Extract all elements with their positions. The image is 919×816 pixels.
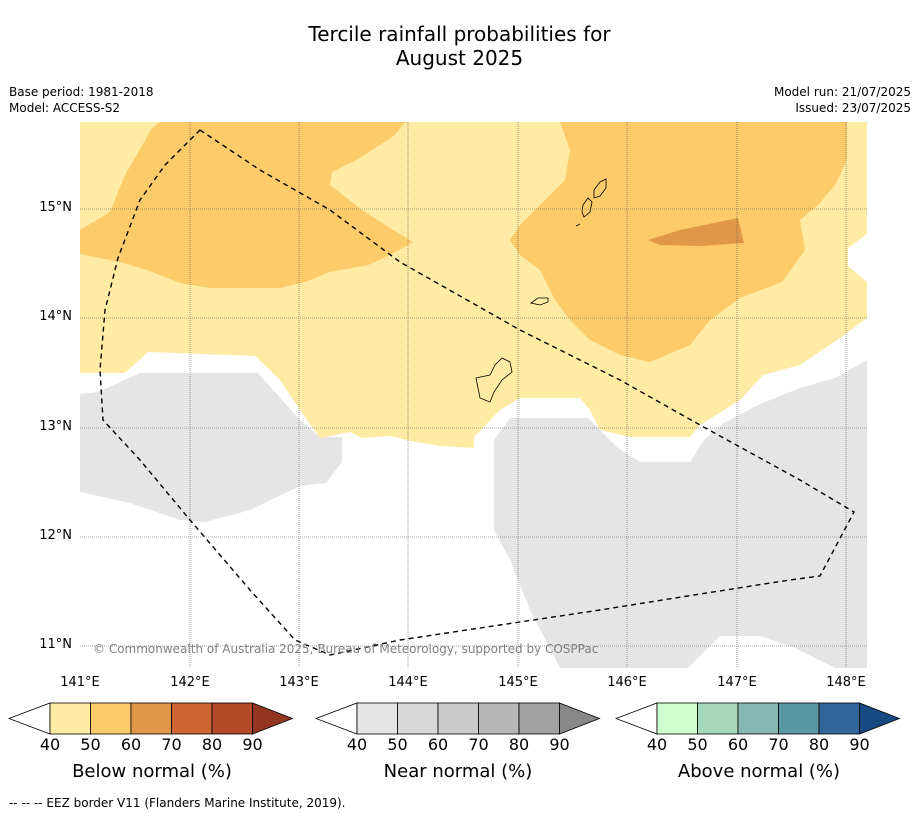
below-normal-60-70-region: [648, 218, 744, 246]
colorbar-tick-label: 50: [687, 735, 708, 754]
colorbar-near-label: Near normal (%): [383, 761, 533, 782]
colorbar-tick-label: 90: [549, 735, 570, 754]
colorbar-below-swatch: [211, 702, 253, 735]
model-name: Model: ACCESS-S2: [9, 101, 121, 115]
colorbar-near-normal: [315, 702, 601, 735]
colorbar-tick-label: 40: [346, 735, 368, 754]
meta-right: Model run: 21/07/2025 Issued: 23/07/2025: [774, 84, 911, 116]
base-period: Base period: 1981-2018: [9, 85, 154, 99]
latitude-label: 12°N: [39, 528, 72, 543]
colorbar-below-under-triangle: [8, 702, 51, 735]
latitude-label: 13°N: [39, 419, 72, 434]
latitude-label: 14°N: [39, 309, 72, 324]
map-layers: [80, 122, 867, 668]
colorbar-below-swatch: [130, 702, 172, 735]
colorbar-near-swatch: [518, 702, 560, 735]
colorbar-above-swatch: [818, 702, 860, 735]
eez-border: [99, 129, 855, 656]
colorbar-above-swatch: [737, 702, 779, 735]
island-tinian: [581, 197, 593, 218]
colorbar-below-swatch: [171, 702, 213, 735]
colorbar-below-over-triangle: [252, 702, 294, 735]
colorbar-near-swatch: [397, 702, 439, 735]
colorbar-above-swatch: [656, 702, 698, 735]
colorbar-near-swatch: [478, 702, 520, 735]
longitude-label: 148°E: [826, 675, 866, 690]
colorbar-near-swatch: [437, 702, 479, 735]
colorbar-tick-label: 60: [120, 735, 142, 754]
longitude-label: 143°E: [279, 675, 319, 690]
colorbar-above-label: Above normal (%): [677, 761, 841, 782]
colorbar-tick-label: 80: [508, 735, 530, 754]
longitude-label: 147°E: [717, 675, 757, 690]
gridlines: [80, 122, 867, 668]
longitude-label: 146°E: [607, 675, 647, 690]
colorbar-tick-label: 80: [808, 735, 830, 754]
colorbar-above-normal: [615, 702, 901, 735]
colorbar-below-swatch: [90, 702, 132, 735]
forecast-map: [80, 122, 867, 668]
colorbar-near-over-triangle: [559, 702, 601, 735]
colorbar-tick-label: 70: [468, 735, 489, 754]
longitude-label: 145°E: [498, 675, 538, 690]
colorbar-tick-label: 90: [849, 735, 870, 754]
colorbar-tick-label: 60: [727, 735, 749, 754]
longitude-label: 141°E: [60, 675, 100, 690]
colorbar-above-swatch: [697, 702, 739, 735]
longitude-label: 144°E: [388, 675, 428, 690]
colorbar-near-swatch: [356, 702, 398, 735]
colorbar-above-over-triangle: [859, 702, 901, 735]
colorbar-tick-label: 80: [201, 735, 223, 754]
latitude-label: 15°N: [39, 200, 72, 215]
colorbar-tick-label: 40: [39, 735, 61, 754]
colorbar-tick-label: 50: [80, 735, 101, 754]
colorbar-tick-label: 90: [242, 735, 263, 754]
island-aguijan: [575, 223, 581, 227]
map-title: Tercile rainfall probabilities for Augus…: [0, 22, 919, 70]
copyright-notice: © Commonwealth of Australia 2025, Bureau…: [93, 642, 599, 656]
eez-footnote: -- -- -- EEZ border V11 (Flanders Marine…: [9, 796, 346, 810]
latitude-label: 11°N: [39, 637, 72, 652]
near-normal-region-west: [80, 373, 342, 522]
issued-date: Issued: 23/07/2025: [795, 101, 911, 115]
colorbar-below-swatch: [49, 702, 91, 735]
near-normal-region-east: [494, 360, 867, 668]
island-guam: [475, 357, 513, 403]
colorbar-above-under-triangle: [615, 702, 658, 735]
island-rota: [530, 297, 549, 306]
model-run: Model run: 21/07/2025: [773, 85, 911, 99]
colorbar-tick-label: 70: [768, 735, 789, 754]
title-line-2: August 2025: [395, 46, 524, 70]
island-saipan: [593, 178, 607, 199]
colorbar-tick-label: 50: [387, 735, 408, 754]
title-line-1: Tercile rainfall probabilities for: [308, 22, 611, 46]
meta-left: Base period: 1981-2018 Model: ACCESS-S2: [9, 84, 154, 116]
colorbar-below-label: Below normal (%): [72, 761, 232, 782]
colorbar-tick-label: 70: [161, 735, 182, 754]
colorbar-tick-label: 60: [427, 735, 449, 754]
colorbar-tick-label: 40: [646, 735, 668, 754]
longitude-label: 142°E: [170, 675, 210, 690]
colorbar-above-swatch: [778, 702, 820, 735]
below-normal-50-60-region-west: [80, 122, 413, 288]
colorbar-near-under-triangle: [315, 702, 358, 735]
colorbar-below-normal: [8, 702, 294, 735]
